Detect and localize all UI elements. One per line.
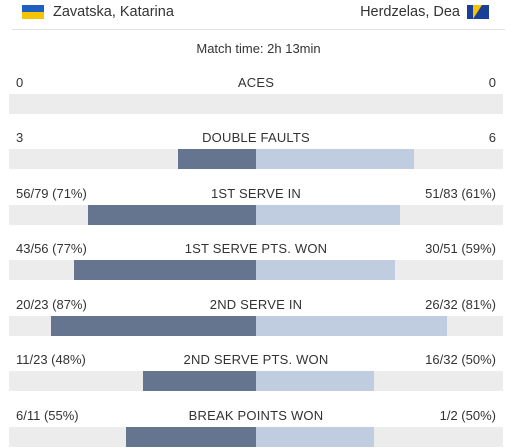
stat-bar-left (88, 205, 256, 225)
stat-bar-right (256, 205, 400, 225)
player-left-name: Zavatska, Katarina (53, 4, 174, 20)
stat-right-value: 16/32 (50%) (425, 352, 496, 367)
stat-bar-right (256, 260, 395, 280)
stat-left-value: 0 (16, 75, 24, 90)
stat-left-value: 43/56 (77%) (16, 241, 87, 256)
player-left[interactable]: Zavatska, Katarina (22, 4, 174, 20)
stat-bar-left (178, 149, 256, 169)
stat-right-value: 0 (488, 75, 496, 90)
stat-row: 11/23 (48%) 2ND SERVE PTS. WON 16/32 (50%) (0, 352, 517, 392)
stat-row: 0 ACES 0 (0, 75, 517, 115)
stat-row: 56/79 (71%) 1ST SERVE IN 51/83 (61%) (0, 186, 517, 226)
players-header: Zavatska, Katarina Herdzelas, Dea (0, 0, 517, 28)
stat-label: ACES (237, 75, 275, 90)
stat-track (9, 94, 503, 114)
stat-row: 20/23 (87%) 2ND SERVE IN 26/32 (81%) (0, 297, 517, 337)
stat-left-value: 3 (16, 130, 24, 145)
stat-label: DOUBLE FAULTS (202, 130, 310, 145)
stat-label: 1ST SERVE PTS. WON (184, 241, 328, 256)
stat-left-value: 56/79 (71%) (16, 186, 87, 201)
stat-right-value: 30/51 (59%) (425, 241, 496, 256)
stat-bar-right (256, 149, 414, 169)
stat-bar-left (126, 427, 256, 447)
stat-label: 2ND SERVE PTS. WON (183, 352, 329, 367)
stat-bar-right (256, 316, 447, 336)
stat-right-value: 51/83 (61%) (425, 186, 496, 201)
stat-right-value: 26/32 (81%) (425, 297, 496, 312)
stat-row: 3 DOUBLE FAULTS 6 (0, 130, 517, 170)
player-right[interactable]: Herdzelas, Dea (360, 4, 489, 20)
match-time: Match time: 2h 13min (196, 41, 321, 56)
stat-left-value: 20/23 (87%) (16, 297, 87, 312)
stat-right-value: 1/2 (50%) (439, 408, 496, 423)
bosnia-flag-icon (467, 5, 489, 19)
stat-bar-left (143, 371, 256, 391)
stat-label: 1ST SERVE IN (210, 186, 302, 201)
stat-bar-left (74, 260, 256, 280)
stat-right-value: 6 (488, 130, 496, 145)
stat-label: BREAK POINTS WON (188, 408, 324, 423)
stat-bar-left (51, 316, 256, 336)
stat-row: 43/56 (77%) 1ST SERVE PTS. WON 30/51 (59%) (0, 241, 517, 281)
stat-left-value: 6/11 (55%) (16, 408, 79, 423)
stat-label: 2ND SERVE IN (209, 297, 303, 312)
ukraine-flag-icon (22, 5, 44, 19)
stat-bar-right (256, 427, 374, 447)
header-divider (12, 29, 505, 30)
stat-left-value: 11/23 (48%) (16, 352, 86, 367)
stat-row: 6/11 (55%) BREAK POINTS WON 1/2 (50%) (0, 408, 517, 448)
stat-bar-right (256, 371, 374, 391)
player-right-name: Herdzelas, Dea (360, 4, 460, 20)
